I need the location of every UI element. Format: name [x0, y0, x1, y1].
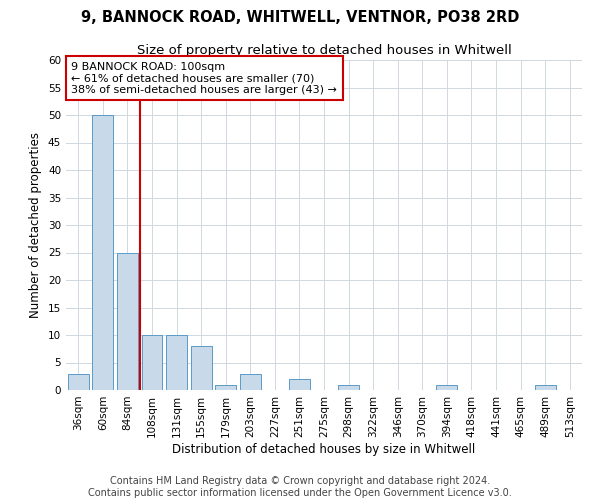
Bar [436, 384, 457, 390]
Bar [191, 346, 212, 390]
Bar [215, 384, 236, 390]
Bar [289, 379, 310, 390]
Bar [142, 335, 163, 390]
Bar [535, 384, 556, 390]
Bar [92, 115, 113, 390]
X-axis label: Distribution of detached houses by size in Whitwell: Distribution of detached houses by size … [172, 442, 476, 456]
Text: 9, BANNOCK ROAD, WHITWELL, VENTNOR, PO38 2RD: 9, BANNOCK ROAD, WHITWELL, VENTNOR, PO38… [81, 10, 519, 25]
Y-axis label: Number of detached properties: Number of detached properties [29, 132, 43, 318]
Text: 9 BANNOCK ROAD: 100sqm
← 61% of detached houses are smaller (70)
38% of semi-det: 9 BANNOCK ROAD: 100sqm ← 61% of detached… [71, 62, 337, 95]
Bar [68, 374, 89, 390]
Bar [166, 335, 187, 390]
Bar [338, 384, 359, 390]
Bar [240, 374, 261, 390]
Text: Contains HM Land Registry data © Crown copyright and database right 2024.
Contai: Contains HM Land Registry data © Crown c… [88, 476, 512, 498]
Bar [117, 252, 138, 390]
Title: Size of property relative to detached houses in Whitwell: Size of property relative to detached ho… [137, 44, 511, 58]
